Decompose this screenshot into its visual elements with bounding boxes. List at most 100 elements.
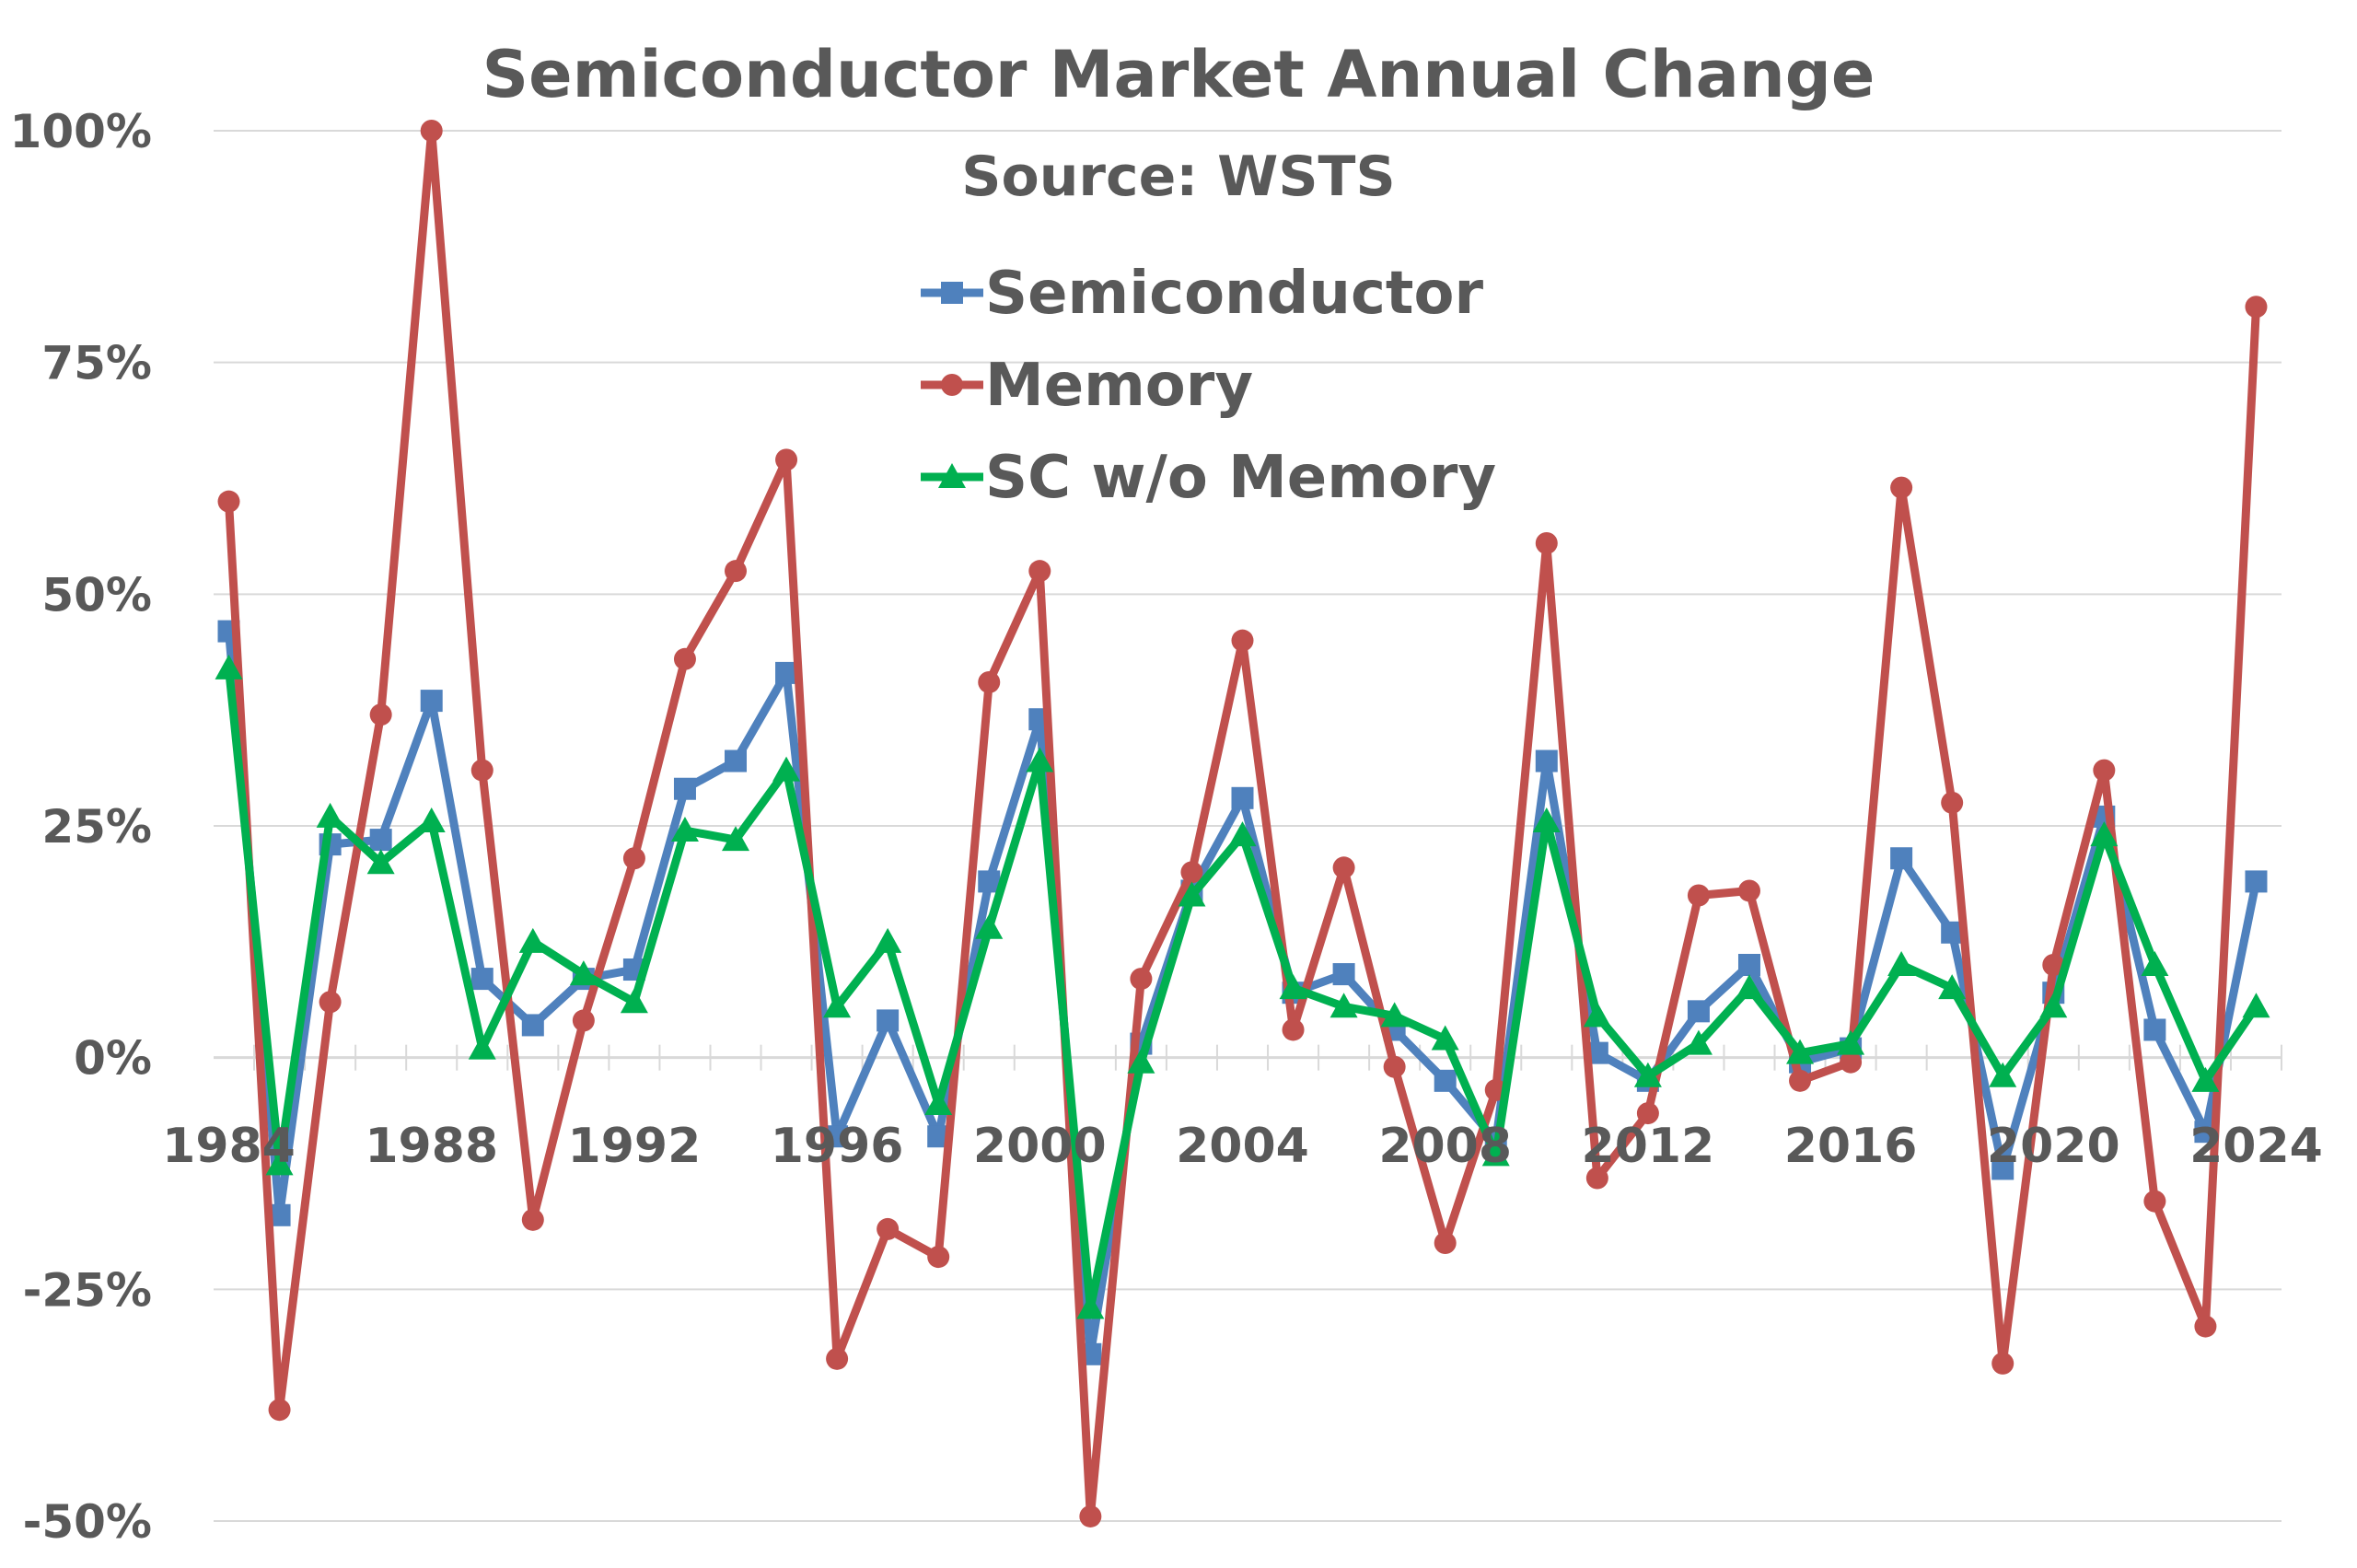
data-point <box>1737 879 1760 902</box>
data-point <box>1840 1051 1863 1074</box>
data-point <box>722 826 750 852</box>
data-point <box>1481 1141 1510 1167</box>
legend-label: SC w/o Memory <box>985 444 1496 512</box>
x-tick-label: 2000 <box>973 1119 1107 1174</box>
data-point <box>268 1399 291 1422</box>
data-point <box>1332 963 1355 986</box>
data-point <box>978 670 1001 693</box>
data-point <box>1941 921 1964 944</box>
data-point <box>1180 861 1203 884</box>
data-point <box>670 817 699 842</box>
x-tick-label: 1984 <box>162 1119 296 1174</box>
data-point <box>1028 560 1051 583</box>
data-point <box>1991 1157 2014 1180</box>
data-point <box>319 991 342 1014</box>
data-point <box>518 927 547 953</box>
data-point <box>1941 791 1964 814</box>
data-point <box>1737 954 1760 976</box>
data-point <box>215 654 243 679</box>
data-point <box>265 1150 294 1176</box>
data-point <box>1789 1069 1812 1092</box>
data-point <box>2194 1315 2217 1338</box>
data-point <box>2090 821 2119 847</box>
data-point <box>1687 1000 1710 1023</box>
chart-title: Semiconductor Market Annual Change <box>482 37 1875 112</box>
series-lines <box>215 120 2270 1527</box>
tick-labels: 100% 75% 50% 25% 0% -25% -50% 1984 1988 1992 1996 2… <box>10 105 2323 1549</box>
data-point <box>1130 968 1153 991</box>
data-point <box>1231 786 1254 809</box>
data-point <box>924 1090 953 1115</box>
data-point <box>826 1347 849 1370</box>
data-point <box>1633 1062 1662 1087</box>
data-point <box>1991 1352 2014 1375</box>
data-point <box>468 1034 496 1060</box>
data-point <box>2242 993 2270 1018</box>
data-point <box>316 802 344 828</box>
data-point <box>775 661 798 684</box>
series-memory <box>217 120 2268 1527</box>
data-point <box>1231 629 1254 652</box>
data-point <box>2143 1190 2166 1213</box>
data-point <box>521 1208 544 1231</box>
x-tick-label: 2016 <box>1784 1119 1918 1174</box>
series-sc-w-o-memory <box>215 654 2270 1319</box>
data-point <box>826 1125 849 1148</box>
data-point <box>1684 1029 1713 1055</box>
data-point <box>369 829 392 852</box>
data-point <box>470 759 493 782</box>
data-point <box>521 1014 544 1037</box>
data-point <box>1079 1504 1102 1527</box>
data-point <box>874 927 902 953</box>
y-tick-label: 75% <box>41 337 152 390</box>
x-tick-label: 2012 <box>1582 1119 1715 1174</box>
data-point <box>775 448 798 471</box>
data-point <box>2093 759 2116 782</box>
data-point <box>673 777 696 800</box>
data-point <box>1890 476 1913 499</box>
x-tick-label: 2004 <box>1176 1119 1309 1174</box>
data-point <box>2191 1066 2220 1092</box>
data-point <box>1535 531 1558 554</box>
data-point <box>2039 993 2068 1018</box>
data-point <box>569 960 598 986</box>
legend-item: Semiconductor <box>921 260 1483 328</box>
legend-marker <box>941 282 963 304</box>
data-point <box>417 807 446 832</box>
legend-marker <box>941 374 963 396</box>
data-point <box>1434 1232 1457 1254</box>
data-point <box>877 1217 900 1240</box>
data-point <box>978 870 1001 893</box>
data-point <box>1535 749 1558 772</box>
data-point <box>2042 954 2065 976</box>
data-point <box>620 988 648 1014</box>
y-tick-label: 50% <box>41 568 152 621</box>
data-point <box>772 756 801 782</box>
x-tick-label: 2020 <box>1987 1119 2120 1174</box>
data-point <box>1383 1055 1406 1078</box>
y-tick-label: 100% <box>10 105 152 158</box>
data-point <box>877 1009 900 1032</box>
legend-item: SC w/o Memory <box>921 444 1496 512</box>
data-point <box>673 647 696 670</box>
x-tick-label: 2024 <box>2189 1119 2323 1174</box>
data-point <box>1178 881 1206 907</box>
data-point <box>1938 974 1967 1000</box>
data-point <box>1636 1102 1659 1125</box>
data-point <box>927 1125 950 1148</box>
data-point <box>1127 1048 1155 1074</box>
data-point <box>1786 1039 1815 1064</box>
chart-subtitle: Source: WSTS <box>961 145 1395 209</box>
data-point <box>2143 1018 2166 1041</box>
data-point <box>1585 1167 1608 1190</box>
data-point <box>217 490 240 513</box>
legend-marker <box>938 463 966 488</box>
data-point <box>1279 974 1307 1000</box>
data-point <box>2245 296 2268 319</box>
data-point <box>975 913 1004 939</box>
y-tick-label: -25% <box>23 1263 152 1317</box>
legend-label: Memory <box>985 352 1253 420</box>
data-point <box>1532 807 1561 832</box>
